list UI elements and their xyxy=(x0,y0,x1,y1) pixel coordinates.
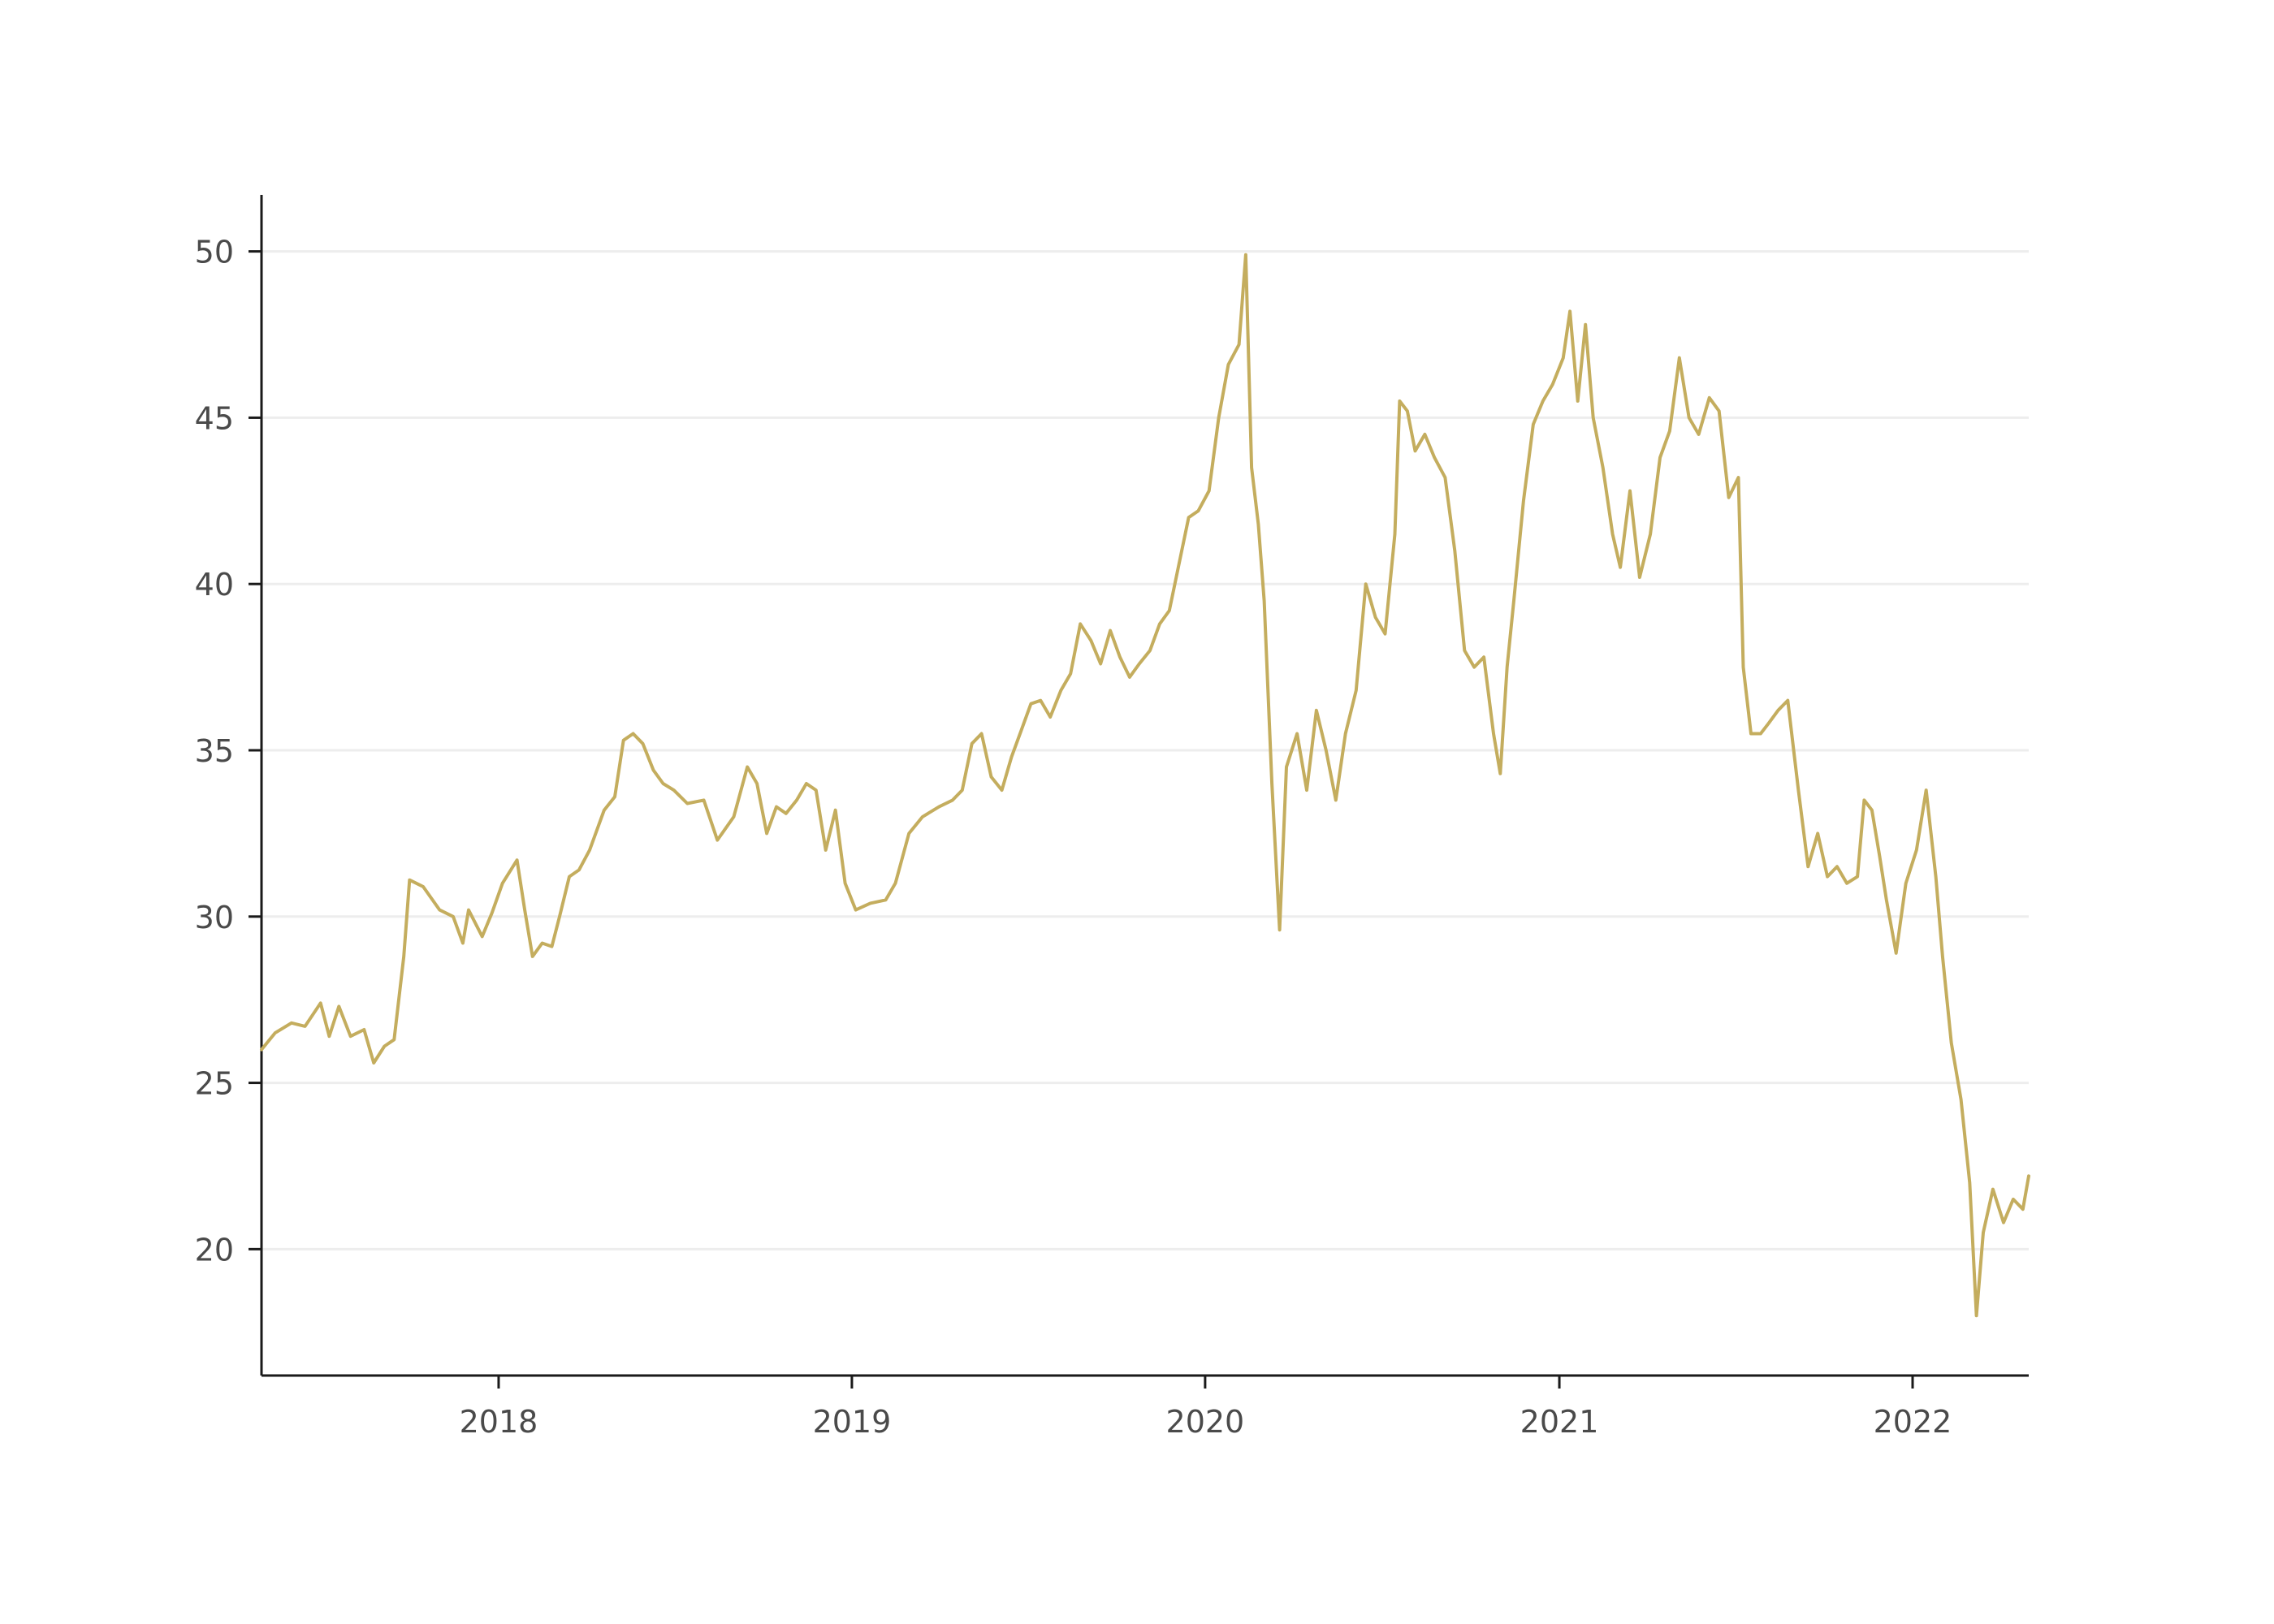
x-tick-label-2022: 2022 xyxy=(1874,1404,1952,1440)
y-tick-label-30: 30 xyxy=(195,900,234,935)
y-tick-label-20: 20 xyxy=(195,1232,234,1268)
y-tick-label-45: 45 xyxy=(195,400,234,436)
x-tick-label-2021: 2021 xyxy=(1520,1404,1599,1440)
y-tick-label-25: 25 xyxy=(195,1066,234,1102)
y-tick-label-40: 40 xyxy=(195,567,234,603)
series-line-0 xyxy=(260,253,2030,1318)
series-layer xyxy=(260,253,2030,1318)
x-tick-label-2018: 2018 xyxy=(460,1404,538,1440)
x-tick-label-2019: 2019 xyxy=(813,1404,892,1440)
y-tick-label-50: 50 xyxy=(195,235,234,270)
gridlines xyxy=(262,250,2029,1250)
x-tick-label-2020: 2020 xyxy=(1166,1404,1245,1440)
axes xyxy=(249,195,2029,1389)
y-tick-label-35: 35 xyxy=(195,733,234,769)
tick-labels: 20 25 30 35 40 45 50 2018 2019 2020 2021 2022 xyxy=(195,235,1952,1440)
